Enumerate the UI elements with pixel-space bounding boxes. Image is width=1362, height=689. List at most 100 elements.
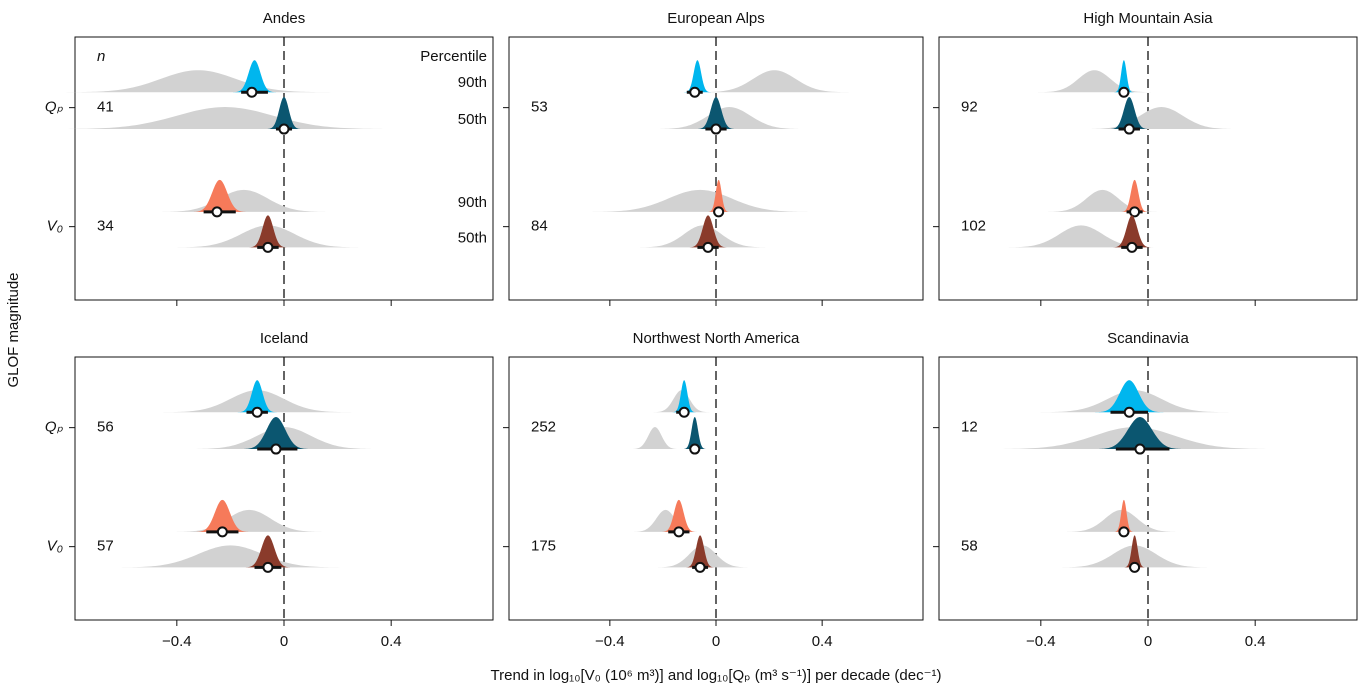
x-tick-label: −0.4 (162, 633, 192, 650)
estimate-point (1129, 206, 1141, 218)
estimate-point (262, 241, 274, 253)
posterior-density (682, 60, 713, 93)
n-label: 252 (531, 419, 556, 436)
panel-title: Northwest North America (633, 330, 800, 347)
estimate-point (673, 526, 685, 538)
posterior-density (242, 535, 294, 568)
estimate-point (1118, 526, 1130, 538)
n-label: 12 (961, 419, 978, 436)
reference-density (995, 225, 1167, 248)
estimate-point (689, 443, 701, 455)
estimate-point (702, 241, 714, 253)
estimate-point (278, 123, 290, 135)
posterior-density (238, 417, 314, 450)
estimate-point (246, 86, 258, 98)
posterior-density (246, 215, 290, 248)
x-tick-label: 0.4 (1245, 633, 1266, 650)
percentile-label: 50th (458, 229, 487, 246)
panel-title: European Alps (667, 10, 765, 27)
group-label: Qₚ (45, 99, 64, 116)
n-label: 102 (961, 218, 986, 235)
estimate-point (211, 206, 223, 218)
estimate-point (689, 86, 701, 98)
reference-density (628, 427, 682, 450)
percentile-label: 90th (458, 194, 487, 211)
posterior-density (1091, 417, 1189, 450)
estimate-point (262, 561, 274, 573)
x-tick-label: 0.4 (381, 633, 402, 650)
n-label: 58 (961, 538, 978, 555)
panel-title: Scandinavia (1107, 330, 1189, 347)
posterior-density (235, 380, 279, 413)
x-tick-label: −0.4 (1026, 633, 1056, 650)
estimate-point (1123, 406, 1135, 418)
posterior-density (684, 535, 716, 568)
n-label: 53 (531, 99, 548, 116)
posterior-density (189, 179, 250, 212)
estimate-point (1118, 86, 1130, 98)
estimate-point (1134, 443, 1146, 455)
percentile-label: 50th (458, 111, 487, 128)
panel-title: Andes (263, 10, 306, 27)
posterior-density (706, 179, 731, 212)
posterior-density (1110, 215, 1154, 248)
percentile-header: Percentile (420, 48, 487, 65)
reference-density (48, 70, 349, 93)
n-label: 57 (97, 538, 114, 555)
n-label: 34 (97, 218, 114, 235)
n-label: 56 (97, 419, 114, 436)
percentile-label: 90th (458, 74, 487, 91)
panel-title: Iceland (260, 330, 308, 347)
group-label: Qₚ (45, 419, 64, 436)
posterior-density (192, 499, 253, 532)
n-label: 41 (97, 99, 114, 116)
n-label: 84 (531, 218, 548, 235)
posterior-density (1119, 179, 1150, 212)
x-tick-label: 0 (1144, 633, 1152, 650)
posterior-density (264, 97, 304, 130)
posterior-density (1091, 380, 1167, 413)
x-axis-label: Trend in log₁₀[V₀ (10⁶ m³)] and log₁₀[Qₚ… (491, 667, 942, 684)
posterior-density (1107, 97, 1151, 130)
estimate-point (1129, 561, 1141, 573)
n-header: n (97, 48, 105, 65)
n-label: 92 (961, 99, 978, 116)
reference-density (1030, 70, 1159, 93)
panel-title: High Mountain Asia (1083, 10, 1213, 27)
reference-density (32, 107, 418, 130)
group-label: V₀ (47, 218, 63, 235)
estimate-point (251, 406, 263, 418)
posterior-density (671, 380, 697, 413)
reference-density (101, 545, 360, 568)
x-tick-label: −0.4 (595, 633, 625, 650)
posterior-density (1113, 60, 1135, 93)
estimate-point (270, 443, 282, 455)
posterior-density (1122, 535, 1147, 568)
posterior-density (230, 60, 279, 93)
reference-density (1038, 189, 1167, 212)
x-tick-label: 0 (280, 633, 288, 650)
reference-density (163, 509, 335, 532)
reference-density (572, 189, 828, 212)
reference-density (689, 70, 860, 93)
estimate-point (216, 526, 228, 538)
x-tick-label: 0 (712, 633, 720, 650)
posterior-density (686, 215, 730, 248)
reference-density (1075, 107, 1248, 130)
reference-density (644, 107, 815, 130)
y-axis-label: GLOF magnitude (5, 272, 22, 387)
estimate-point (710, 123, 722, 135)
posterior-density (659, 499, 698, 532)
reference-density (628, 509, 703, 532)
reference-density (147, 189, 341, 212)
n-label: 175 (531, 538, 556, 555)
posterior-density (682, 417, 708, 450)
estimate-point (1126, 241, 1138, 253)
posterior-density (1113, 499, 1135, 532)
group-label: V₀ (47, 538, 63, 555)
estimate-point (713, 206, 725, 218)
estimate-point (1123, 123, 1135, 135)
estimate-point (678, 406, 690, 418)
estimate-point (694, 561, 706, 573)
